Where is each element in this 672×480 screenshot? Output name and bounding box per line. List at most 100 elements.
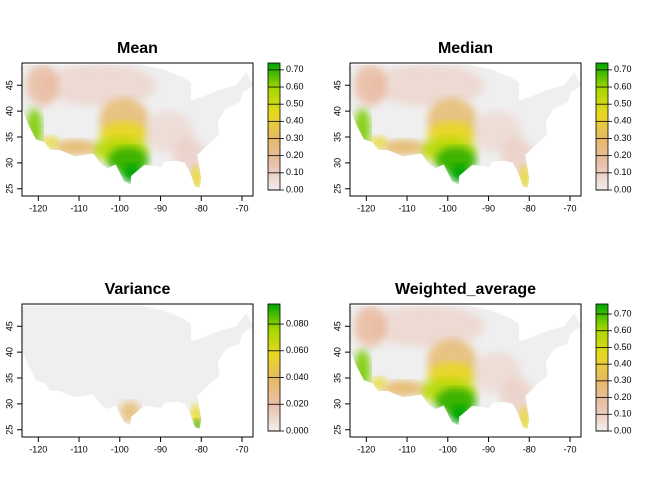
colorbar	[267, 303, 281, 432]
colorbar-label: 0.060	[286, 345, 309, 355]
raster-shade	[370, 64, 485, 106]
x-tick-label: -80	[523, 444, 536, 454]
y-tick-label: 40	[332, 106, 342, 116]
colorbar-label: 0.50	[614, 342, 632, 352]
map-raster	[354, 305, 534, 429]
colorbar-label: 0.20	[614, 150, 632, 160]
raster-shade	[370, 305, 485, 347]
colorbar-label: 0.30	[614, 133, 632, 143]
x-tick-label: -70	[235, 444, 248, 454]
x-tick-label: -100	[439, 444, 457, 454]
panel-title: Variance	[105, 281, 171, 298]
colorbar-label: 0.30	[286, 133, 304, 143]
raster-shade	[354, 349, 371, 391]
x-tick-label: -100	[111, 444, 129, 454]
raster-shade	[54, 139, 96, 156]
colorbar-label: 0.30	[614, 375, 632, 385]
plot-frame	[21, 303, 254, 438]
y-tick-label: 40	[332, 347, 342, 357]
colorbar-label: 0.70	[286, 64, 304, 74]
x-tick-label: -90	[482, 444, 495, 454]
y-tick-label: 30	[4, 158, 14, 168]
plot-frame	[349, 62, 582, 197]
x-tick-label: -120	[29, 203, 47, 213]
raster-shade	[354, 305, 387, 347]
raster-shade	[42, 135, 59, 149]
colorbar-label: 0.10	[286, 167, 304, 177]
raster-shade	[472, 111, 522, 153]
y-tick-label: 40	[4, 106, 14, 116]
y-tick-label: 35	[332, 132, 342, 142]
raster-shade	[449, 404, 471, 424]
y-tick-label: 45	[4, 321, 14, 331]
panel-title: Median	[438, 40, 493, 57]
y-tick-label: 45	[4, 80, 14, 90]
colorbar-label: 0.50	[614, 99, 632, 109]
plot-frame	[21, 62, 254, 197]
map-raster	[119, 401, 202, 429]
raster-shade	[26, 108, 43, 150]
y-tick-label: 25	[332, 425, 342, 435]
raster-shade	[472, 352, 522, 394]
y-tick-label: 45	[332, 321, 342, 331]
raster-shade	[26, 64, 59, 106]
colorbar-label: 0.00	[614, 425, 632, 435]
colorbar-label: 0.00	[614, 184, 632, 194]
x-tick-label: -70	[563, 203, 576, 213]
colorbar-label: 0.60	[614, 325, 632, 335]
x-tick-label: -120	[29, 444, 47, 454]
colorbar-label: 0.70	[614, 64, 632, 74]
plot-frame	[349, 303, 582, 438]
colorbar-label: 0.20	[614, 392, 632, 402]
colorbar-label: 0.40	[614, 116, 632, 126]
y-tick-label: 35	[4, 132, 14, 142]
y-tick-label: 30	[4, 399, 14, 409]
colorbar-label: 0.040	[286, 372, 309, 382]
colorbar-label: 0.020	[286, 399, 309, 409]
raster-shade	[193, 419, 201, 429]
y-tick-label: 25	[332, 184, 342, 194]
panel-title: Weighted_average	[395, 281, 536, 298]
raster-shade	[382, 139, 424, 156]
raster-shade	[449, 163, 471, 183]
colorbar-label: 0.10	[614, 409, 632, 419]
x-tick-label: -90	[482, 203, 495, 213]
colorbar-label: 0.00	[286, 184, 304, 194]
panel-title: Mean	[117, 40, 158, 57]
y-tick-label: 35	[332, 373, 342, 383]
y-tick-label: 40	[4, 347, 14, 357]
y-tick-label: 25	[4, 184, 14, 194]
map-land	[20, 305, 254, 429]
raster-shade	[42, 64, 157, 106]
x-tick-label: -100	[439, 203, 457, 213]
raster-shade	[121, 163, 143, 183]
colorbar	[595, 303, 609, 432]
colorbar-label: 0.10	[614, 167, 632, 177]
x-tick-label: -110	[70, 444, 87, 454]
colorbar	[267, 62, 281, 191]
raster-shade	[354, 108, 371, 150]
y-tick-label: 30	[332, 158, 342, 168]
colorbar-label: 0.000	[286, 425, 309, 435]
colorbar-label: 0.60	[614, 81, 632, 91]
colorbar-label: 0.50	[286, 99, 304, 109]
x-tick-label: -110	[398, 203, 415, 213]
raster-shade	[519, 165, 530, 188]
x-tick-label: -80	[195, 444, 208, 454]
raster-shade	[119, 401, 141, 422]
x-tick-label: -110	[398, 444, 415, 454]
colorbar-label: 0.20	[286, 150, 304, 160]
raster-shade	[354, 64, 387, 106]
raster-shade	[191, 165, 202, 188]
x-tick-label: -80	[195, 203, 208, 213]
raster-shade	[382, 380, 424, 397]
y-tick-label: 35	[4, 373, 14, 383]
x-tick-label: -70	[563, 444, 576, 454]
x-tick-label: -110	[70, 203, 87, 213]
colorbar-label: 0.70	[614, 308, 632, 318]
raster-shade	[370, 376, 387, 390]
y-tick-label: 45	[332, 80, 342, 90]
x-tick-label: -120	[357, 203, 375, 213]
colorbar-label: 0.60	[286, 81, 304, 91]
